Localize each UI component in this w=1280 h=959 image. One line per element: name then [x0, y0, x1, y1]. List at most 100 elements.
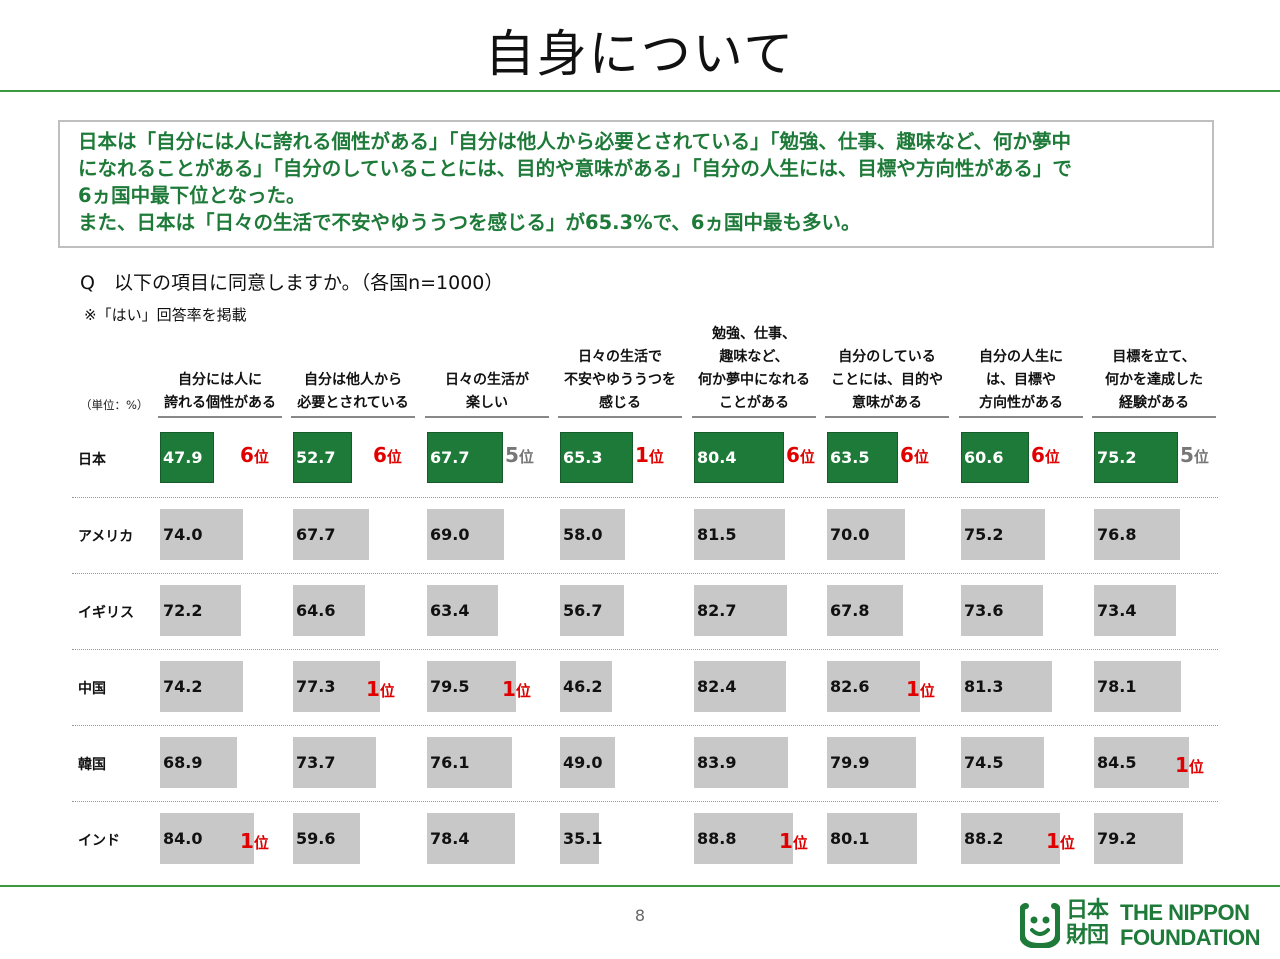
header-divider [0, 90, 1280, 92]
value-label: 79.5 [430, 677, 470, 696]
value-label: 67.7 [296, 525, 336, 544]
value-label: 69.0 [430, 525, 470, 544]
row-separator [72, 801, 1218, 802]
value-label: 73.4 [1097, 601, 1137, 620]
value-label: 81.3 [964, 677, 1004, 696]
bar [293, 813, 360, 864]
value-label: 63.5 [830, 448, 870, 467]
value-label: 60.6 [964, 448, 1004, 467]
rank-label: 1位 [366, 677, 395, 701]
column-header: 日々の生活が 楽しい [445, 372, 529, 411]
value-label: 67.7 [430, 448, 470, 467]
value-label: 64.6 [296, 601, 336, 620]
bar [1094, 661, 1181, 712]
summary-line: 6ヵ国中最下位となった。 [78, 184, 306, 207]
rank-label: 1位 [779, 829, 808, 853]
value-label: 63.4 [430, 601, 470, 620]
bar [694, 509, 785, 560]
column-header: 自分は他人から 必要とされている [297, 372, 409, 411]
value-label: 73.7 [296, 753, 336, 772]
column-header-underline [291, 416, 415, 418]
rank-label: 6位 [1031, 443, 1060, 467]
bar [694, 432, 784, 483]
bar [961, 737, 1044, 788]
bar [827, 661, 920, 712]
country-label: イギリス [78, 605, 134, 621]
value-label: 84.5 [1097, 753, 1137, 772]
rank-label: 1位 [906, 677, 935, 701]
bar [427, 585, 498, 636]
bar [427, 813, 515, 864]
bar [293, 585, 365, 636]
value-label: 79.2 [1097, 829, 1137, 848]
value-label: 72.2 [163, 601, 203, 620]
country-label: インド [78, 833, 120, 849]
bar [827, 813, 917, 864]
column-header-underline [1092, 416, 1216, 418]
rank-label: 6位 [240, 443, 269, 467]
value-label: 52.7 [296, 448, 336, 467]
bar [293, 509, 369, 560]
value-label: 83.9 [697, 753, 737, 772]
bar [427, 737, 512, 788]
value-label: 75.2 [1097, 448, 1137, 467]
rank-label: 6位 [373, 443, 402, 467]
rank-label: 6位 [900, 443, 929, 467]
value-label: 82.4 [697, 677, 737, 696]
value-label: 47.9 [163, 448, 203, 467]
value-label: 80.4 [697, 448, 737, 467]
summary-box: 日本は「自分には人に誇れる個性がある」「自分は他人から必要とされている」「勉強、… [58, 120, 1214, 248]
value-label: 70.0 [830, 525, 870, 544]
row-separator [72, 497, 1218, 498]
value-label: 58.0 [563, 525, 603, 544]
value-label: 84.0 [163, 829, 203, 848]
value-label: 59.6 [296, 829, 336, 848]
bar [694, 661, 786, 712]
summary-line: また、日本は「日々の生活で不安やゆううつを感じる」が65.3%で、6ヵ国中最も多… [78, 211, 861, 234]
bar [961, 813, 1060, 864]
bar [694, 737, 788, 788]
bar [1094, 585, 1176, 636]
bar [160, 661, 243, 712]
value-label: 78.1 [1097, 677, 1137, 696]
value-label: 76.8 [1097, 525, 1137, 544]
note-text: ※「はい」回答率を掲載 [84, 306, 247, 324]
bar [560, 509, 625, 560]
bar [560, 585, 624, 636]
column-header-underline [959, 416, 1083, 418]
column-header: 日々の生活で 不安やゆううつを 感じる [564, 349, 676, 411]
value-label: 76.1 [430, 753, 470, 772]
summary-line: になれることがある」「自分のしていることには、目的や意味がある」「自分の人生には… [78, 157, 1072, 180]
bar [1094, 813, 1183, 864]
bar [1094, 509, 1180, 560]
row-separator [72, 649, 1218, 650]
column-header-underline [158, 416, 282, 418]
country-label: 中国 [78, 681, 106, 697]
bar [961, 585, 1043, 636]
rank-label: 6位 [786, 443, 815, 467]
bar [827, 585, 903, 636]
column-header-underline [692, 416, 816, 418]
value-label: 49.0 [563, 753, 603, 772]
value-label: 73.6 [964, 601, 1004, 620]
bar [560, 737, 615, 788]
value-label: 67.8 [830, 601, 870, 620]
bar [827, 737, 916, 788]
bar [827, 509, 905, 560]
page-title: 自身について [484, 25, 796, 83]
country-label: アメリカ [78, 529, 134, 545]
value-label: 75.2 [964, 525, 1004, 544]
rank-label: 1位 [1046, 829, 1075, 853]
column-header: 自分の人生に は、目標や 方向性がある [979, 349, 1063, 411]
value-label: 74.2 [163, 677, 203, 696]
bar [427, 661, 516, 712]
bar [160, 509, 243, 560]
row-separator [72, 573, 1218, 574]
bar [560, 432, 633, 483]
column-header: 勉強、仕事、 趣味など、 何か夢中になれる ことがある [698, 326, 810, 411]
bar [694, 813, 793, 864]
nippon-foundation-logo: 日本 財団 THE NIPPON FOUNDATION [1020, 898, 1272, 952]
bar [694, 585, 787, 636]
column-header-underline [825, 416, 949, 418]
value-label: 79.9 [830, 753, 870, 772]
